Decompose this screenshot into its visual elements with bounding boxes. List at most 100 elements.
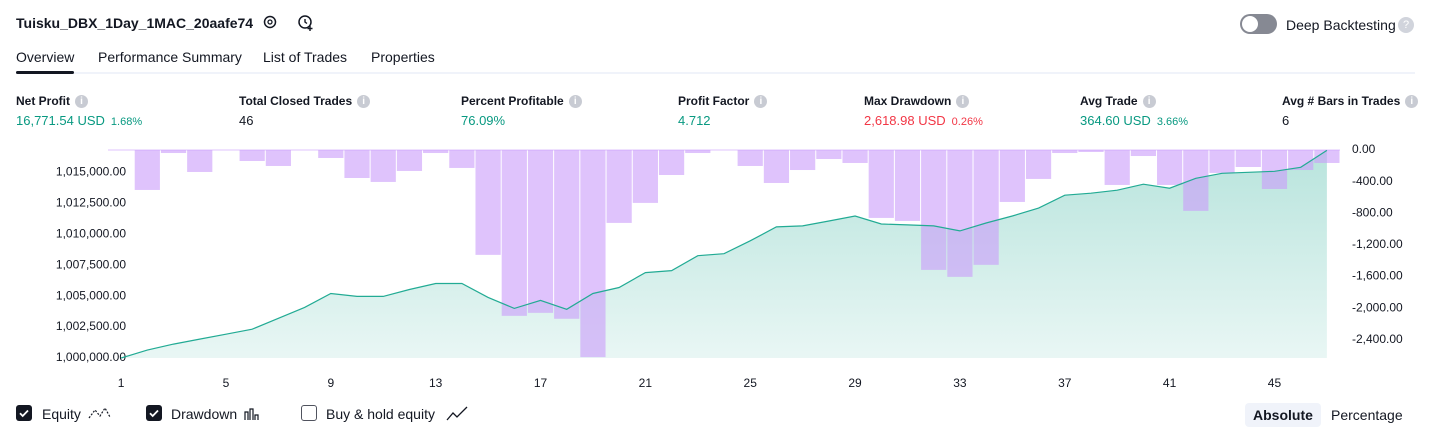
legend-label: Buy & hold equity [326,406,435,422]
x-tick-label: 29 [848,376,862,390]
y2-tick-label: -1,200.00 [1352,237,1403,251]
metric-value: 4.712 [678,113,711,128]
y2-tick-label: -2,400.00 [1352,332,1403,346]
y-tick-label: 1,005,000.00 [56,288,126,302]
metric-label: Max Drawdown i [864,94,970,108]
x-tick-label: 45 [1268,376,1282,390]
metric-value: 2,618.98 USD 0.26% [864,113,983,128]
x-tick-label: 41 [1163,376,1177,390]
drawdown-bar [921,150,947,270]
drawdown-bar [1235,150,1261,168]
metric-value: 6 [1282,113,1289,128]
tab-divider [16,72,1415,74]
checkbox[interactable] [146,405,162,421]
tab[interactable]: Overview [16,49,75,65]
metric-label: Percent Profitable i [461,94,582,108]
settings-icon[interactable] [262,14,278,30]
y-tick-label: 1,002,500.00 [56,319,126,333]
metric-percent: 0.26% [951,116,983,128]
drawdown-bar [1078,150,1104,152]
drawdown-bar [449,150,475,168]
metric-label-text: Avg # Bars in Trades [1282,94,1401,108]
x-tick-label: 9 [327,376,334,390]
metric-value: 16,771.54 USD 1.68% [16,113,142,128]
drawdown-bar [423,150,449,154]
drawdown-bar [816,150,842,160]
drawdown-bar [1314,150,1340,163]
y2-tick-label: -400.00 [1352,174,1393,188]
info-icon[interactable]: i [1405,95,1419,108]
checkbox[interactable] [301,405,317,421]
drawdown-bar [632,150,658,203]
metric-label-text: Avg Trade [1080,94,1138,108]
toggle-label: Deep Backtesting [1286,17,1396,33]
metric-label-text: Total Closed Trades [239,94,353,108]
drawdown-bar [894,150,921,221]
drawdown-bar [396,150,423,171]
drawdown-bar [187,150,213,172]
drawdown-bar [1025,150,1052,179]
drawdown-bar [1288,150,1314,171]
metric-label: Profit Factor i [678,94,768,108]
info-icon[interactable]: i [956,95,970,108]
snapshot-icon[interactable] [297,14,315,32]
mode-button[interactable]: Percentage [1331,407,1403,423]
drawdown-bar [606,150,632,223]
info-icon[interactable]: i [1142,95,1156,108]
x-tick-label: 5 [223,376,230,390]
metric-value-text: 6 [1282,113,1290,128]
x-tick-label: 25 [744,376,758,390]
drawdown-bar [344,150,370,178]
drawdown-bar [1157,150,1183,185]
y2-tick-label: -2,000.00 [1352,300,1403,314]
drawdown-bar [1104,150,1130,185]
metric-value-text: 4.712 [678,113,711,128]
y-tick-label: 1,012,500.00 [56,195,126,209]
x-tick-label: 1 [118,376,125,390]
x-tick-label: 37 [1058,376,1072,390]
legend-label: Equity [42,406,81,422]
metric-percent: 3.66% [1156,116,1189,128]
drawdown-bar [999,150,1025,202]
checkbox[interactable] [16,405,32,421]
y2-tick-label: -1,600.00 [1352,269,1403,283]
drawdown-bar [554,150,580,319]
metric-label: Net Profit i [16,94,88,108]
drawdown-bar [1209,150,1235,173]
drawdown-bar [318,150,344,158]
drawdown-bar [370,150,396,182]
tab[interactable]: Performance Summary [98,49,242,65]
metric-value-text: 76.09% [461,113,506,128]
drawdown-bar [1052,150,1078,154]
legend-label: Drawdown [171,406,238,422]
info-icon[interactable]: i [357,95,371,108]
drawdown-bar [265,150,291,166]
y-tick-label: 1,010,000.00 [56,226,126,240]
metric-percent: 1.68% [110,116,143,128]
x-tick-label: 21 [639,376,653,390]
deep-backtesting-toggle[interactable] [1240,14,1277,34]
y2-tick-label: -800.00 [1352,205,1393,219]
metric-value: 76.09% [461,113,505,128]
drawdown-bar [580,150,606,358]
help-icon[interactable]: ? [1398,17,1414,33]
metric-label-text: Max Drawdown [864,94,952,108]
tab[interactable]: List of Trades [263,49,348,65]
metric-label: Avg # Bars in Trades i [1282,94,1419,108]
mode-button[interactable]: Absolute [1245,403,1321,427]
drawdown-bar [947,150,973,277]
info-icon[interactable]: i [568,95,582,108]
drawdown-bar [763,150,790,183]
strategy-title: Tuisku_DBX_1Day_1MAC_20aafe74 [16,15,254,31]
y2-tick-label: 0.00 [1352,142,1376,156]
info-icon[interactable]: i [75,95,88,108]
tab[interactable]: Properties [371,49,435,65]
drawdown-bar [842,150,868,163]
drawdown-bar [134,150,160,190]
info-icon[interactable]: i [754,95,768,108]
metric-value-text: 364.60 USD [1080,113,1151,128]
y-tick-label: 1,015,000.00 [56,164,126,178]
drawdown-bar [685,150,711,154]
